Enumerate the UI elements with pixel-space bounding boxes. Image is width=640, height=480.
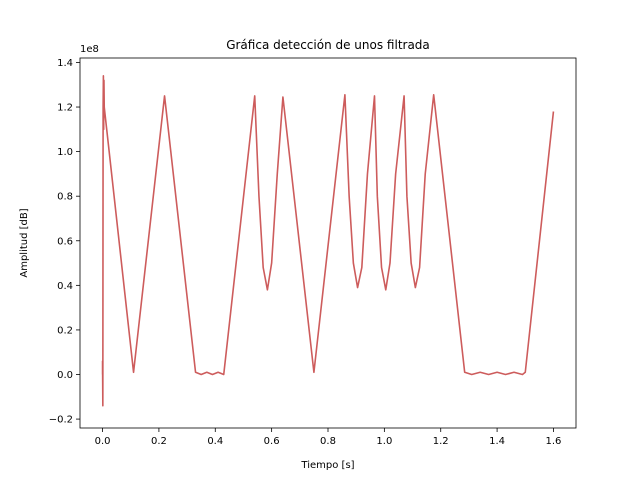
y-tick-label: −0.2 (49, 415, 73, 426)
y-tick-label: 0.2 (57, 325, 73, 336)
y-tick-label: 0.0 (57, 370, 73, 381)
x-tick-label: 0.0 (95, 436, 111, 447)
x-axis-ticks: 0.0 0.2 0.4 0.6 0.8 1.0 1.2 1.4 1.6 (95, 428, 562, 447)
x-tick-label: 1.4 (489, 436, 505, 447)
y-axis-ticks: −0.2 0.0 0.2 0.4 0.6 0.8 1.0 1.2 1.4 (49, 58, 80, 426)
y-tick-label: 1.0 (57, 147, 73, 158)
x-axis-label: Tiempo [s] (300, 460, 354, 471)
y-tick-label: 0.8 (57, 192, 73, 203)
x-tick-label: 1.2 (433, 436, 449, 447)
y-tick-label: 0.6 (57, 236, 73, 247)
y-tick-label: 1.2 (57, 103, 73, 114)
chart-title: Gráfica detección de unos filtrada (226, 38, 430, 52)
y-tick-label: 1.4 (57, 58, 73, 69)
series-line-0 (101, 75, 555, 407)
y-axis-label: Amplitud [dB] (19, 208, 30, 277)
series-layer (101, 75, 555, 407)
x-tick-label: 0.6 (264, 436, 280, 447)
x-tick-label: 1.6 (546, 436, 562, 447)
x-tick-label: 0.4 (207, 436, 223, 447)
x-tick-label: 1.0 (376, 436, 392, 447)
x-tick-label: 0.2 (151, 436, 167, 447)
y-tick-label: 0.4 (57, 281, 73, 292)
y-offset-label: 1e8 (80, 44, 99, 55)
x-tick-label: 0.8 (320, 436, 336, 447)
